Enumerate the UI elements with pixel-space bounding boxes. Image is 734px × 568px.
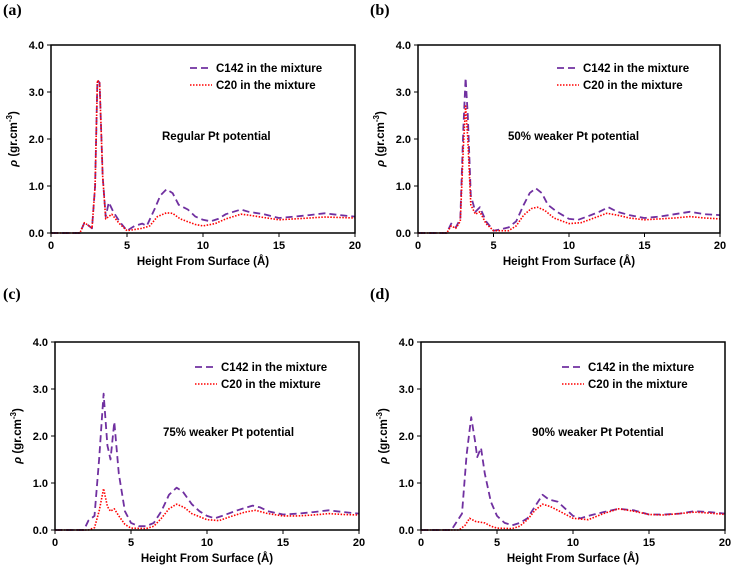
legend-label: C142 in the mixture [588,362,694,374]
x-tick-label: 0 [418,537,424,549]
y-tick-label: 4.0 [399,337,414,349]
series-line-c20 [418,105,721,234]
annotation: 75% weaker Pt potential [163,427,294,439]
y-axis-symbol: ρ [375,160,387,168]
y-axis-unit: (gr.cm [375,122,387,157]
panel-label: (a) [3,2,22,19]
y-tick-label: 0.0 [33,525,48,537]
y-axis-label: ρ (gr.cm-3) [5,111,20,168]
y-axis-unit-exponent: -3 [375,411,384,419]
y-tick-label: 4.0 [33,337,48,349]
panel-b: (b) 0.0 1.0 2.0 3.0 4.0 0 5 10 15 20 Height From Su… [370,2,726,268]
y-tick-label: 2.0 [399,431,414,443]
y-axis-close: ) [12,408,24,412]
x-tick-label: 10 [563,240,575,252]
series-line-c20 [55,487,360,531]
y-tick-label: 4.0 [396,40,411,52]
x-tick-label: 15 [273,240,285,252]
panel-a: (a) 0.0 1.0 2.0 3.0 4.0 0 5 10 15 20 Height From Su… [3,2,361,268]
x-tick-label: 10 [197,240,209,252]
annotation: Regular Pt potential [162,131,271,143]
y-axis-close: ) [8,111,20,115]
y-tick-label: 3.0 [396,87,411,99]
x-tick-label: 0 [52,537,58,549]
legend-label: C20 in the mixture [583,80,683,92]
y-axis-symbol: ρ [8,160,20,168]
plot-frame [50,44,356,234]
legend-label: C20 in the mixture [221,379,321,391]
legend-label: C20 in the mixture [588,379,688,391]
x-tick-label: 15 [638,240,650,252]
y-axis-unit-exponent: -3 [372,114,381,122]
plot-frame [420,341,726,531]
legend-label: C142 in the mixture [221,362,327,374]
annotation: 50% weaker Pt potential [508,131,639,143]
x-tick-label: 20 [714,240,726,252]
x-tick-label: 20 [719,537,731,549]
y-axis-unit-exponent: -3 [9,411,18,419]
x-tick-label: 0 [48,240,54,252]
y-tick-label: 2.0 [33,431,48,443]
x-tick-label: 5 [490,240,496,252]
x-axis-label: Height From Surface (Å) [141,552,273,565]
panel-label: (c) [3,286,21,303]
plot-frame [417,44,721,234]
series-line-c142 [421,416,726,531]
series-line-c20 [421,503,726,531]
y-axis-unit: (gr.cm [12,419,24,454]
y-tick-label: 0.0 [396,228,411,240]
legend-label: C20 in the mixture [216,80,316,92]
x-tick-label: 5 [128,537,134,549]
panel-d: (d) 0.0 1.0 2.0 3.0 4.0 0 5 10 15 20 Height From Su… [370,286,731,565]
y-tick-label: 3.0 [399,384,414,396]
x-tick-label: 20 [353,537,365,549]
series-line-c20 [51,79,356,234]
y-tick-label: 2.0 [29,134,44,146]
series-line-c142 [55,392,360,531]
annotation: 90% weaker Pt Potential [532,427,664,439]
x-axis-label: Height From Surface (Å) [507,552,639,565]
y-axis-label: ρ (gr.cm-3) [375,408,390,465]
x-tick-label: 20 [349,240,361,252]
y-axis-symbol: ρ [378,457,390,465]
y-tick-label: 1.0 [29,181,44,193]
x-axis-label: Height From Surface (Å) [137,255,269,268]
plot-frame [54,341,360,531]
panel-label: (b) [370,2,390,19]
y-axis-label: ρ (gr.cm-3) [372,111,387,168]
x-tick-label: 0 [415,240,421,252]
y-tick-label: 4.0 [29,40,44,52]
series-line-c142 [418,77,721,234]
y-tick-label: 2.0 [396,134,411,146]
y-axis-unit: (gr.cm [8,122,20,157]
y-axis-symbol: ρ [12,457,24,465]
x-tick-label: 10 [201,537,213,549]
x-tick-label: 5 [494,537,500,549]
legend-label: C142 in the mixture [583,63,689,75]
x-tick-label: 10 [567,537,579,549]
y-tick-label: 1.0 [399,478,414,490]
y-tick-label: 3.0 [33,384,48,396]
x-axis-label: Height From Surface (Å) [503,255,635,268]
y-axis-close: ) [378,408,390,412]
x-tick-label: 15 [277,537,289,549]
y-axis-unit-exponent: -3 [5,114,14,122]
y-axis-unit: (gr.cm [378,419,390,454]
y-tick-label: 1.0 [396,181,411,193]
y-tick-label: 1.0 [33,478,48,490]
y-tick-label: 3.0 [29,87,44,99]
panel-label: (d) [370,286,390,303]
legend-label: C142 in the mixture [216,63,322,75]
panel-c: (c) 0.0 1.0 2.0 3.0 4.0 0 5 10 15 20 Height From Su… [3,286,365,565]
x-tick-label: 15 [643,537,655,549]
y-tick-label: 0.0 [399,525,414,537]
y-axis-close: ) [375,111,387,115]
y-tick-label: 0.0 [29,228,44,240]
y-axis-label: ρ (gr.cm-3) [9,408,24,465]
x-tick-label: 5 [124,240,130,252]
